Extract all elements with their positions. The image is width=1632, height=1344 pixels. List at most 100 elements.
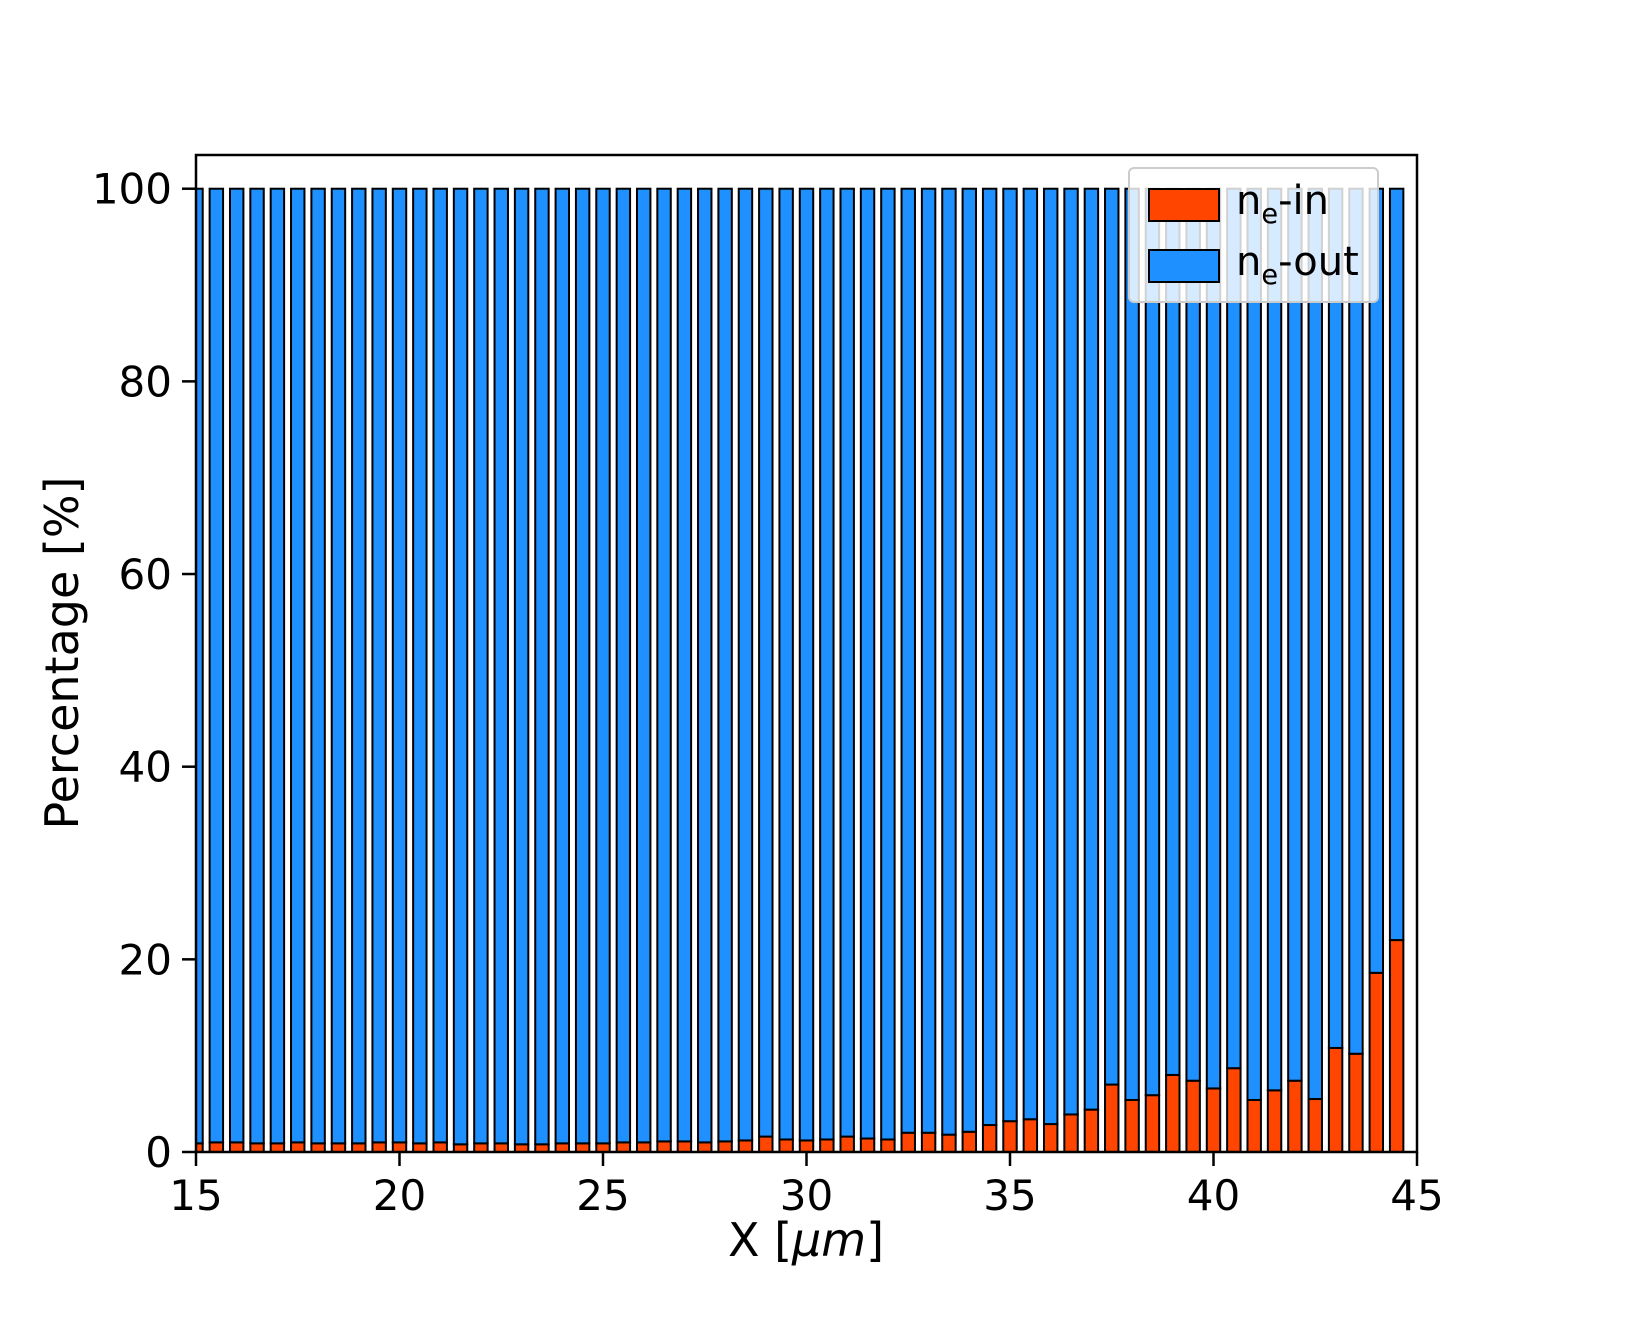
bar-segment [196, 187, 204, 1145]
bar-segment [1165, 187, 1181, 1076]
bar-segment [1022, 1118, 1039, 1152]
bar-segment [412, 187, 428, 1145]
legend-label-ne-in: ne-in [1236, 178, 1329, 230]
bar-segment [269, 187, 286, 1145]
bar-segment [493, 1142, 509, 1152]
bar-segment [1083, 1108, 1100, 1152]
bar-segment [737, 1139, 754, 1152]
bar-segment [290, 1141, 306, 1152]
bar-segment [351, 1142, 367, 1152]
bar-segment [330, 187, 347, 1145]
legend-item-ne-in: ne-in [1148, 181, 1359, 228]
bar-segment [310, 1142, 326, 1152]
bar-segment [513, 187, 530, 1146]
bar-segment [208, 187, 225, 1144]
bar-segment [1042, 1123, 1059, 1152]
bar-segment [635, 187, 652, 1144]
bar-segment [1165, 1073, 1181, 1152]
bar-segment [1022, 187, 1039, 1121]
bar-segment [778, 187, 794, 1141]
bar-segment [880, 1138, 896, 1152]
bar-segment [1388, 939, 1405, 1152]
bar-segment [595, 1142, 611, 1152]
bar-segment [656, 1140, 672, 1152]
bar-segment [228, 187, 245, 1144]
bar-segment [1002, 187, 1018, 1123]
y-tick-label: 80 [119, 357, 172, 406]
bar-segment [615, 187, 632, 1144]
bar-segment [432, 187, 448, 1144]
legend-swatch-ne-in [1148, 187, 1220, 222]
bar-segment [819, 187, 835, 1141]
bar-segment [961, 1130, 978, 1152]
x-tick-label: 40 [1187, 1171, 1240, 1220]
bar-segment [697, 187, 713, 1144]
x-tick-label: 35 [983, 1171, 1036, 1220]
bar-segment [473, 187, 489, 1145]
y-tick-label: 20 [119, 935, 172, 984]
legend-item-ne-out: ne-out [1148, 242, 1359, 289]
bar-segment [1266, 1089, 1283, 1152]
bar-segment [676, 1140, 693, 1152]
bar-segment [758, 187, 774, 1138]
bar-segment [432, 1141, 448, 1152]
bar-segment [1104, 187, 1120, 1086]
bar-segment [351, 187, 367, 1145]
x-tick-label: 20 [373, 1171, 426, 1220]
bar-segment [920, 1131, 937, 1152]
bar-segment [941, 187, 957, 1136]
x-tick-label: 45 [1390, 1171, 1443, 1220]
bar-segment [900, 187, 916, 1134]
bar-segment [1287, 1079, 1303, 1152]
bar-segment [778, 1138, 794, 1152]
y-tick-label: 60 [119, 550, 172, 599]
bar-segment [839, 187, 855, 1138]
bar-segment [391, 187, 408, 1144]
bar-segment [452, 187, 469, 1146]
bar-segment [1226, 1067, 1242, 1152]
bar-segment [1307, 187, 1323, 1101]
bar-segment [595, 187, 611, 1145]
y-axis-label: Percentage [%] [35, 476, 89, 830]
legend-label-ne-out: ne-out [1236, 239, 1359, 292]
bar-segment [493, 187, 509, 1145]
bar-segment [1185, 187, 1201, 1082]
x-tick-label: 25 [576, 1171, 629, 1220]
x-axis-label-suffix: ] [866, 1213, 885, 1267]
bar-segment [1104, 1083, 1120, 1152]
bar-segment [249, 1142, 265, 1152]
bar-segment [717, 187, 733, 1143]
bar-segment [269, 1142, 286, 1152]
bar-segment [635, 1141, 652, 1152]
bar-segment [798, 187, 815, 1142]
bar-segment [534, 187, 550, 1146]
bar-segment [1348, 187, 1364, 1055]
bar-segment [758, 1135, 774, 1152]
bar-segment [249, 187, 265, 1145]
x-axis-label: X [μm] [728, 1213, 884, 1267]
bar-segment [1083, 187, 1100, 1111]
bar-segment [1063, 187, 1079, 1116]
bar-segment [330, 1142, 347, 1152]
bar-segment [798, 1139, 815, 1152]
bars-group [196, 187, 1405, 1152]
bar-segment [371, 1141, 387, 1152]
bar-segment [941, 1133, 957, 1152]
bar-segment [676, 187, 693, 1143]
bar-segment [656, 187, 672, 1143]
bar-segment [737, 187, 754, 1142]
bar-segment [371, 187, 387, 1144]
bar-segment [1307, 1098, 1323, 1152]
bar-segment [1226, 187, 1242, 1070]
bar-segment [574, 187, 591, 1145]
bar-segment [981, 1124, 998, 1152]
bar-segment [473, 1142, 489, 1152]
x-axis-label-unit: μm [792, 1213, 867, 1267]
bar-segment [1246, 187, 1262, 1101]
bar-segment [391, 1141, 408, 1152]
bar-segment [859, 1137, 876, 1152]
bar-segment [574, 1142, 591, 1152]
bar-segment [290, 187, 306, 1144]
